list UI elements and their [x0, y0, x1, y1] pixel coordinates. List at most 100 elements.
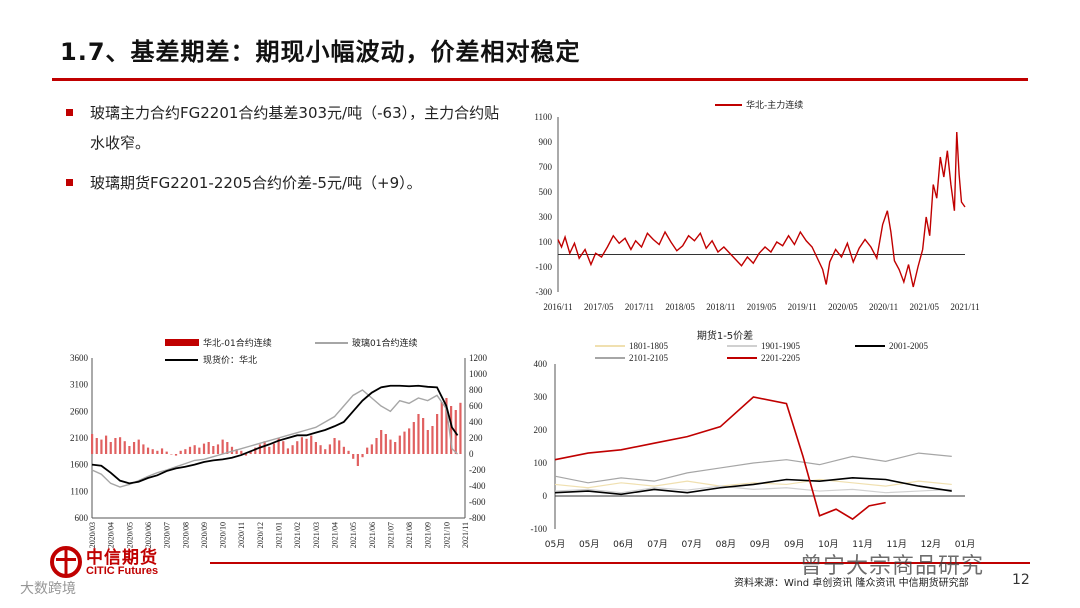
- basis-bar: [389, 439, 392, 454]
- y-tick-label: 700: [539, 162, 553, 172]
- x-tick-label: 2021/07: [386, 522, 395, 548]
- bullet-basis: 玻璃主力合约FG2201合约基差303元/吨（-63），主力合约贴水收窄。: [60, 98, 500, 158]
- x-tick-label: 2020/07: [163, 522, 172, 548]
- x-tick-label: 2020/08: [181, 522, 190, 548]
- x-tick-label: 2020/11: [869, 302, 898, 312]
- basis-bar: [324, 449, 327, 454]
- basis-bar: [328, 444, 331, 454]
- legend-label: 1801-1805: [629, 341, 668, 351]
- left-tick-label: 1100: [70, 486, 88, 496]
- page-number: 12: [1012, 572, 1030, 588]
- right-tick-label: 400: [469, 417, 483, 427]
- basis-bar: [282, 441, 285, 454]
- basis-bar: [305, 438, 308, 454]
- basis-bar: [338, 440, 341, 454]
- basis-bar: [422, 418, 425, 454]
- citic-emblem-icon: [50, 546, 82, 578]
- y-tick-label: -100: [536, 262, 553, 272]
- basis-bar: [403, 431, 406, 454]
- y-tick-label: 300: [539, 212, 553, 222]
- basis-bar: [198, 447, 201, 454]
- x-tick-label: 09月: [750, 539, 770, 550]
- right-tick-label: 800: [469, 385, 483, 395]
- basis-bar: [184, 449, 187, 454]
- x-tick-label: 01月: [955, 539, 975, 550]
- series-line-2201-2205: [554, 396, 886, 521]
- x-tick-label: 2021/09: [424, 522, 433, 548]
- left-tick-label: 3600: [70, 353, 89, 363]
- bullet-square-icon: [66, 179, 73, 186]
- right-tick-label: 200: [469, 433, 483, 443]
- basis-bar: [366, 447, 369, 454]
- right-tick-label: 600: [469, 401, 483, 411]
- x-tick-label: 12月: [921, 539, 941, 550]
- x-tick-label: 2021/08: [405, 522, 414, 548]
- x-tick-label: 2020/04: [107, 522, 116, 548]
- legend-label: 华北-主力连续: [746, 99, 803, 111]
- left-tick-label: 2600: [70, 406, 89, 416]
- basis-bar: [440, 402, 443, 454]
- y-tick-label: 1100: [534, 112, 552, 122]
- basis-bar: [436, 414, 439, 454]
- y-tick-label: 400: [534, 359, 548, 369]
- bullet-spread-text: 玻璃期货FG2201-2205合约价差-5元/吨（+9）。: [90, 174, 422, 192]
- basis-bar: [188, 446, 192, 454]
- basis-bar: [258, 444, 262, 454]
- x-tick-label: 11月: [852, 539, 872, 550]
- basis-bar: [100, 439, 103, 454]
- basis-bar: [165, 451, 168, 454]
- x-tick-label: 2021/06: [368, 522, 377, 548]
- right-tick-label: -200: [469, 465, 486, 475]
- spot-futures-chart: 3600 3100 2600 2100 1600 1100 600 1200 1000 800 60…: [70, 337, 488, 548]
- basis-bar: [370, 444, 373, 454]
- series-line-1801-1805: [554, 478, 952, 489]
- right-tick-label: 0: [469, 449, 474, 459]
- x-tick-label: 2021/11: [950, 302, 979, 312]
- y-tick-label: -300: [536, 287, 553, 297]
- basis-bar: [384, 434, 387, 454]
- right-tick-label: 1200: [469, 353, 488, 363]
- basis-bar: [137, 439, 140, 454]
- x-tick-label: 05月: [579, 539, 599, 550]
- legend-label: 2101-2105: [629, 353, 668, 363]
- bullet-square-icon: [66, 109, 73, 116]
- basis-bar: [240, 450, 243, 454]
- title-divider: [52, 78, 1028, 81]
- x-tick-label: 2021/01: [275, 522, 284, 548]
- basis-bar: [216, 444, 220, 454]
- basis-bar: [375, 438, 378, 454]
- basis-bar: [212, 446, 215, 454]
- basis-bar: [361, 454, 364, 458]
- series-line-2101-2105: [554, 452, 952, 484]
- basis-bar: [268, 446, 271, 454]
- x-tick-label: 05月: [545, 539, 565, 550]
- left-tick-label: 3100: [70, 380, 89, 390]
- basis-bar: [95, 438, 98, 454]
- left-tick-label: 1600: [70, 460, 89, 470]
- basis-bar: [412, 422, 415, 454]
- basis-bar: [156, 450, 159, 454]
- legend-label: 2001-2005: [889, 341, 928, 351]
- page-title: 1.7、基差期差：期现小幅波动，价差相对稳定: [60, 38, 581, 66]
- legend-label: 现货价：华北: [203, 354, 257, 366]
- basis-bar: [160, 448, 164, 454]
- x-tick-label: 2020/10: [219, 522, 228, 548]
- x-tick-label: 2021/10: [442, 522, 451, 548]
- x-tick-label: 2020/11: [237, 522, 246, 548]
- y-tick-label: 100: [539, 237, 553, 247]
- x-tick-label: 2021/02: [293, 522, 302, 548]
- basis-bar: [193, 445, 196, 454]
- basis-bar: [272, 443, 276, 454]
- basis-bar: [319, 445, 322, 454]
- series-line-2001-2005: [554, 477, 952, 496]
- basis-bar: [356, 454, 359, 466]
- basis-bar: [91, 434, 94, 454]
- basis-bar: [417, 414, 420, 454]
- bullet-basis-text: 玻璃主力合约FG2201合约基差303元/吨（-63），主力合约贴水收窄。: [90, 104, 500, 152]
- x-tick-label: 2021/05: [349, 522, 358, 548]
- legend-label: 2201-2205: [761, 353, 800, 363]
- basis-bar: [128, 446, 131, 454]
- x-tick-label: 2016/11: [543, 302, 572, 312]
- basis-bar: [235, 449, 238, 454]
- x-tick-label: 09月: [784, 539, 804, 550]
